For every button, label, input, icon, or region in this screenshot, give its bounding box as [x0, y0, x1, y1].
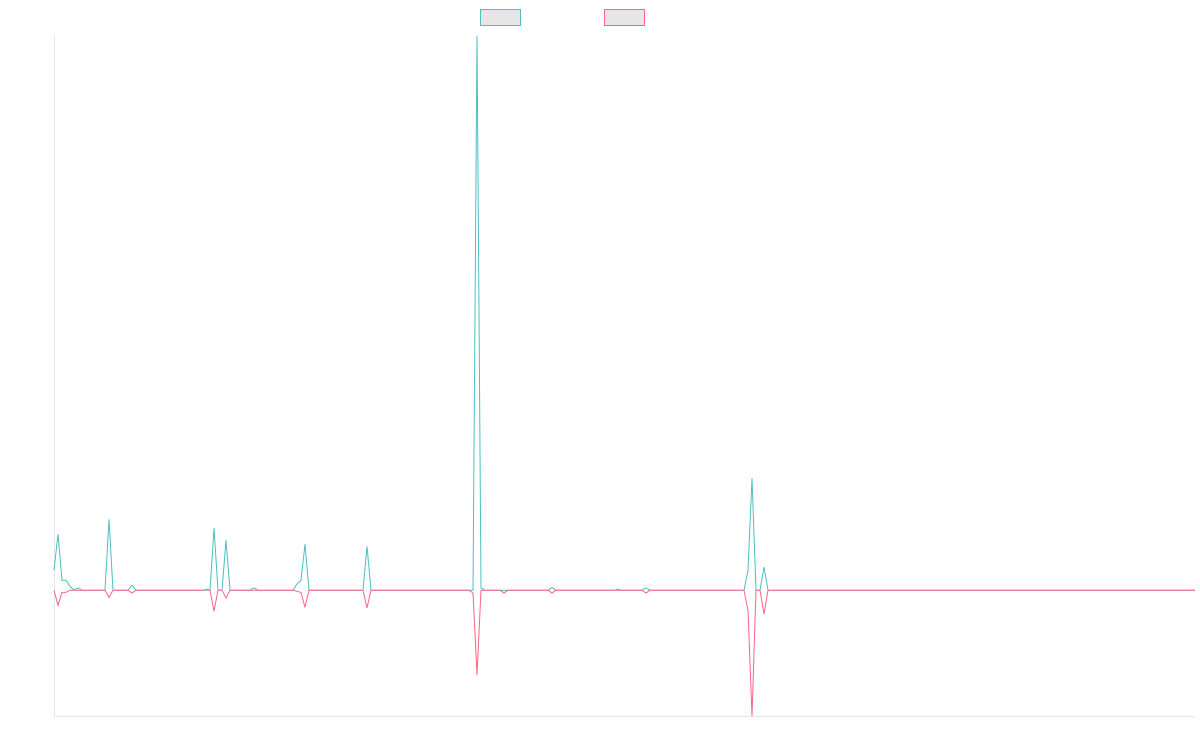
legend-swatch — [604, 9, 645, 26]
data-line — [53, 588, 1195, 717]
data-line — [53, 35, 1195, 591]
legend-swatch — [480, 9, 521, 26]
